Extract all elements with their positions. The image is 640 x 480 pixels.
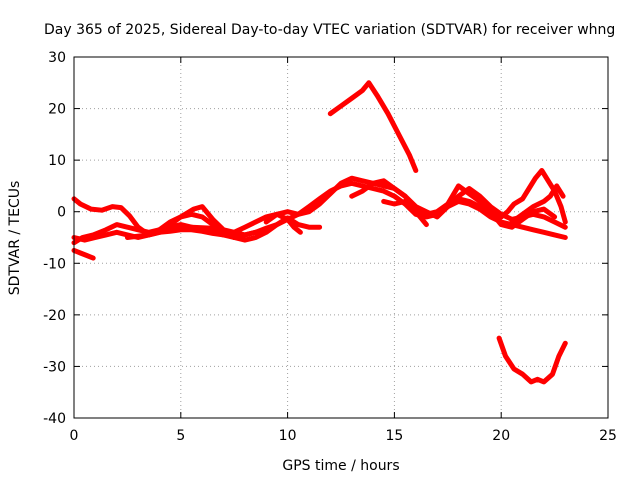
y-tick-label: -30 xyxy=(43,359,66,375)
x-tick-label: 15 xyxy=(385,428,403,444)
series-arc-11 xyxy=(456,196,558,230)
series-arc-13 xyxy=(509,183,566,225)
series-arc-6 xyxy=(156,211,237,240)
series-arc-10 xyxy=(381,183,504,220)
y-tick-label: 10 xyxy=(48,153,66,169)
series-arc-7 xyxy=(263,211,303,235)
x-tick-label: 5 xyxy=(176,428,185,444)
y-tick-label: 20 xyxy=(48,102,66,118)
plot-frame xyxy=(73,56,609,419)
y-tick-label: 30 xyxy=(48,50,66,66)
y-tick-label: 0 xyxy=(57,205,66,221)
x-axis-label: GPS time / hours xyxy=(282,458,399,474)
x-tick-label: 25 xyxy=(599,428,617,444)
y-tick-labels: -40 -30 -20 -10 0 10 20 30 xyxy=(43,50,66,427)
y-tick-label: -20 xyxy=(43,308,66,324)
x-tick-label: 0 xyxy=(70,428,79,444)
series-arc-3 xyxy=(71,175,568,246)
ticks xyxy=(73,56,609,419)
x-tick-labels: 0 5 10 15 20 25 xyxy=(70,428,617,444)
series-group xyxy=(71,80,568,385)
grid xyxy=(74,57,608,418)
y-tick-label: -40 xyxy=(43,411,66,427)
series-arc-5 xyxy=(124,215,323,243)
y-tick-label: -10 xyxy=(43,256,66,272)
y-axis-label: SDTVAR / TECUs xyxy=(7,181,23,296)
series-arc-12 xyxy=(498,168,568,225)
x-tick-label: 10 xyxy=(279,428,297,444)
x-tick-label: 20 xyxy=(492,428,510,444)
series-arc-14 xyxy=(496,335,568,385)
chart-title: Day 365 of 2025, Sidereal Day-to-day VTE… xyxy=(44,22,615,38)
series-arc-4 xyxy=(71,247,96,261)
series-arc-8 xyxy=(327,80,419,173)
